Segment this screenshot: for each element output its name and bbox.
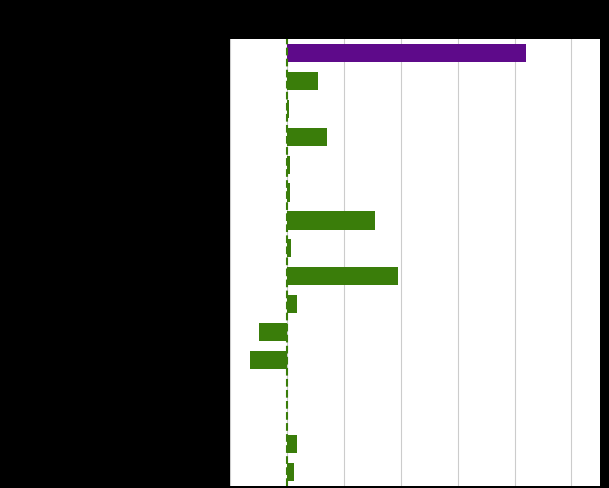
Bar <box>287 156 290 174</box>
Bar <box>287 239 291 257</box>
Bar <box>287 267 398 285</box>
Bar <box>287 128 327 146</box>
Bar <box>250 351 287 369</box>
Bar <box>287 183 290 202</box>
Bar <box>287 44 526 62</box>
Bar <box>287 463 294 481</box>
Bar <box>287 435 297 453</box>
Bar <box>287 211 375 229</box>
Bar <box>287 295 297 313</box>
Bar <box>287 72 319 90</box>
Bar <box>259 323 287 341</box>
Bar <box>287 100 289 118</box>
